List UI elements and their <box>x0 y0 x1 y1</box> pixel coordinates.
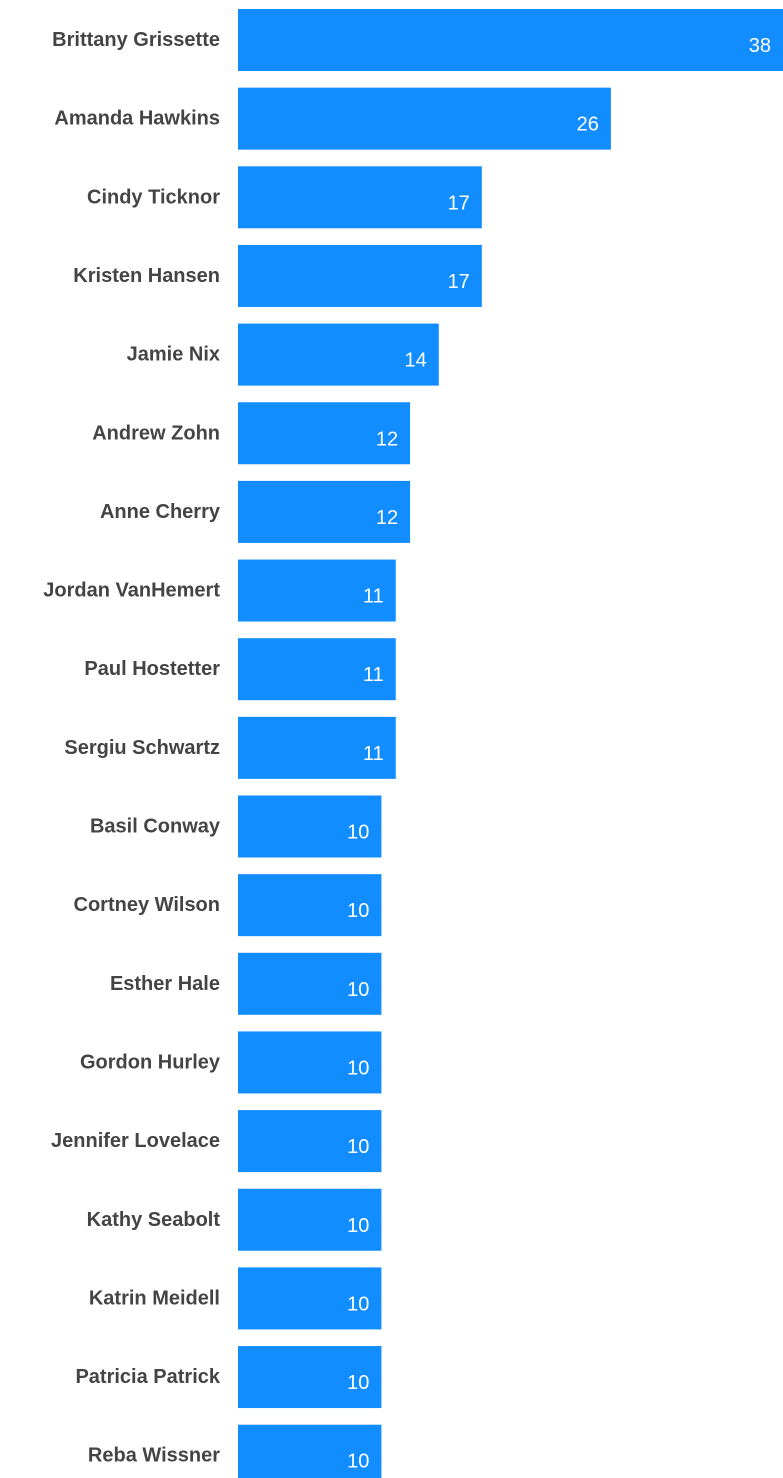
bar[interactable] <box>238 952 382 1015</box>
data-label: 10 <box>347 1372 369 1394</box>
data-label: 10 <box>347 1293 369 1315</box>
bar[interactable] <box>238 874 382 937</box>
bar[interactable] <box>238 1031 382 1094</box>
data-label: 12 <box>376 507 398 529</box>
category-label: Esther Hale <box>110 973 220 995</box>
bar[interactable] <box>238 1346 382 1409</box>
category-label: Cindy Ticknor <box>87 186 220 208</box>
bar[interactable] <box>238 244 482 307</box>
data-label: 17 <box>448 192 470 214</box>
category-label: Paul Hostetter <box>84 658 220 680</box>
data-label: 10 <box>347 1136 369 1158</box>
category-label: Katrin Meidell <box>89 1287 220 1309</box>
category-label: Kathy Seabolt <box>87 1209 221 1231</box>
category-label: Amanda Hawkins <box>54 108 220 130</box>
category-label: Jordan VanHemert <box>43 580 220 602</box>
category-label: Patricia Patrick <box>75 1366 220 1388</box>
data-label: 11 <box>363 586 384 608</box>
data-label: 38 <box>749 35 771 57</box>
bar[interactable] <box>238 323 439 386</box>
bar[interactable] <box>238 638 396 701</box>
bar[interactable] <box>238 480 411 543</box>
bar[interactable] <box>238 402 411 465</box>
bar[interactable] <box>238 1188 382 1251</box>
data-label: 10 <box>347 1451 369 1473</box>
category-label: Anne Cherry <box>100 501 221 523</box>
category-label: Kristen Hansen <box>73 265 220 287</box>
category-label: Cortney Wilson <box>74 894 221 916</box>
category-label: Reba Wissner <box>88 1445 220 1467</box>
category-label: Jamie Nix <box>127 344 220 366</box>
data-label: 11 <box>363 743 384 765</box>
bar[interactable] <box>238 1424 382 1478</box>
data-label: 11 <box>363 664 384 686</box>
data-label: 17 <box>448 271 470 293</box>
bar[interactable] <box>238 1267 382 1330</box>
data-label: 10 <box>347 822 369 844</box>
data-label: 10 <box>347 1215 369 1237</box>
data-label: 12 <box>376 428 398 450</box>
category-label: Sergiu Schwartz <box>64 737 220 759</box>
bar[interactable] <box>238 559 396 622</box>
data-label: 10 <box>347 900 369 922</box>
bar[interactable] <box>238 1110 382 1173</box>
bar[interactable] <box>238 795 382 858</box>
data-label: 26 <box>577 114 599 136</box>
bar[interactable] <box>238 87 611 150</box>
category-label: Jennifer Lovelace <box>51 1130 220 1152</box>
data-label: 10 <box>347 979 369 1001</box>
bar[interactable] <box>238 166 482 229</box>
category-label: Andrew Zohn <box>92 422 220 444</box>
category-label: Basil Conway <box>90 816 221 838</box>
bar[interactable] <box>238 716 396 779</box>
bar[interactable] <box>238 9 783 71</box>
data-label: 14 <box>405 350 427 372</box>
category-label: Brittany Grissette <box>52 29 220 51</box>
data-label: 10 <box>347 1057 369 1079</box>
category-label: Gordon Hurley <box>80 1051 221 1073</box>
